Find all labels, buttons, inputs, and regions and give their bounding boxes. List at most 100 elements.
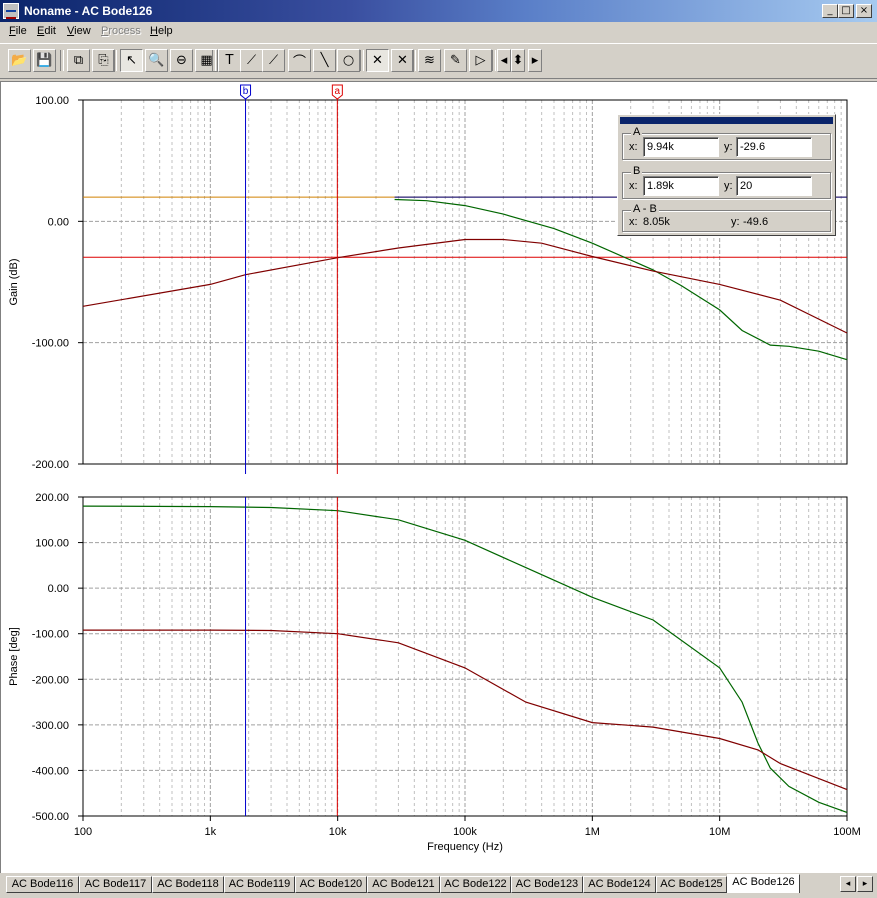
tab-ac-bode116[interactable]: AC Bode116 — [6, 876, 79, 893]
y-tick-label: -100.00 — [32, 338, 69, 350]
zoom-100-icon[interactable]: ⊖ — [170, 49, 193, 72]
cursor-a-handle[interactable] — [331, 84, 343, 100]
curve-label-icon[interactable]: ⟋ — [240, 49, 263, 72]
x-tick-label: 10k — [329, 826, 347, 838]
move-updown-icon[interactable]: ⬍ — [511, 49, 525, 72]
menu-mnemonic: E — [37, 25, 45, 37]
cursor-b-y-field[interactable]: 20 — [736, 176, 812, 196]
cursor-a-icon[interactable]: ✕ — [366, 49, 389, 72]
cursor-b-icon[interactable]: ✕ — [391, 49, 414, 72]
cursor-b-y-label: y: — [724, 180, 733, 192]
x-tick-label: 1M — [585, 826, 600, 838]
close-button[interactable]: × — [856, 4, 872, 18]
copy-icon[interactable]: ⧉ — [67, 49, 90, 72]
probe-icon[interactable]: ✎ — [444, 49, 467, 72]
save-disk-icon[interactable]: 💾 — [33, 49, 56, 72]
menu-edit[interactable]: Edit — [37, 25, 56, 37]
curve-edit-icon[interactable]: ⌒ — [288, 49, 311, 72]
cursor-diff-y-label: y: — [731, 216, 740, 228]
cursor-diff-title: A - B — [631, 203, 659, 215]
menu-view[interactable]: View — [67, 25, 91, 37]
tab-ac-bode120[interactable]: AC Bode120 — [295, 876, 367, 893]
cursor-b-x-field[interactable]: 1.89k — [643, 176, 719, 196]
cursor-b-title: B — [631, 165, 643, 177]
y-tick-label: 0.00 — [48, 216, 69, 228]
menu-mnemonic: F — [9, 25, 16, 37]
y-tick-label: 100.00 — [35, 538, 69, 550]
circle-tool-icon[interactable]: ○ — [337, 49, 360, 72]
cursor-b-group: B x: 1.89k y: 20 — [622, 165, 831, 199]
cursor-a-x-label: x: — [629, 141, 638, 153]
x-tick-label: 100k — [453, 826, 477, 838]
tab-ac-bode126[interactable]: AC Bode126 — [727, 874, 800, 893]
add-curve-icon[interactable]: ≋ — [418, 49, 441, 72]
line-tool-icon[interactable]: ╲ — [313, 49, 336, 72]
text-tool-icon[interactable]: T — [218, 49, 241, 72]
toolbar-separator — [412, 50, 416, 71]
y-tick-label: -100.00 — [32, 629, 69, 641]
menu-mnemonic: P — [101, 25, 109, 37]
y-tick-label: -200.00 — [32, 674, 69, 686]
tab-ac-bode123[interactable]: AC Bode123 — [511, 876, 583, 893]
tab-ac-bode124[interactable]: AC Bode124 — [583, 876, 656, 893]
y-tick-label: -200.00 — [32, 459, 69, 471]
grid-icon[interactable]: ▦ — [195, 49, 218, 72]
x-tick-label: 100 — [74, 826, 92, 838]
x-tick-label: 100M — [833, 826, 861, 838]
tab-scroll-left-button[interactable]: ◂ — [840, 876, 856, 892]
cursor-diff-group: A - B x: 8.05k y: -49.6 — [622, 203, 831, 232]
play-icon[interactable]: ▷ — [469, 49, 492, 72]
menu-help[interactable]: Help — [150, 25, 173, 37]
y-axis-label: Phase [deg] — [8, 627, 20, 686]
y-tick-label: -400.00 — [32, 765, 69, 777]
cursor-a-x-field[interactable]: 9.94k — [643, 137, 719, 157]
cursor-diff-x-label: x: — [629, 216, 638, 228]
toolbar-separator — [113, 50, 117, 71]
tab-ac-bode122[interactable]: AC Bode122 — [440, 876, 511, 893]
move-right-icon[interactable]: ▸ — [528, 49, 542, 72]
zoom-in-icon[interactable]: 🔍 — [145, 49, 168, 72]
tab-ac-bode121[interactable]: AC Bode121 — [367, 876, 440, 893]
maximize-button[interactable]: □ — [838, 4, 854, 18]
tab-ac-bode125[interactable]: AC Bode125 — [656, 876, 727, 893]
window-title: Noname - AC Bode126 — [24, 4, 153, 18]
move-left-icon[interactable]: ◂ — [497, 49, 511, 72]
app-icon — [3, 3, 19, 19]
y-tick-label: -300.00 — [32, 720, 69, 732]
y-tick-label: 200.00 — [35, 492, 69, 504]
toolbar-separator — [60, 50, 64, 71]
cursor-values-panel[interactable]: A x: 9.94k y: -29.6 B x: 1.89k y: 20 A -… — [617, 114, 836, 236]
cursor-a-handle-label: a — [335, 86, 341, 97]
tab-bar: ◂ ▸ AC Bode116 AC Bode117 AC Bode118 AC Bod… — [0, 873, 877, 898]
curve-label2-icon[interactable]: ⟋ — [262, 49, 285, 72]
cursor-a-y-field[interactable]: -29.6 — [736, 137, 812, 157]
toolbar-separator — [212, 50, 216, 71]
tab-ac-bode118[interactable]: AC Bode118 — [152, 876, 224, 893]
x-tick-label: 1k — [205, 826, 217, 838]
select-arrow-icon[interactable]: ↖ — [120, 49, 143, 72]
series-line-2 — [83, 629, 848, 791]
menu-mnemonic: V — [67, 25, 75, 37]
x-tick-label: 10M — [709, 826, 730, 838]
toolbar-separator — [360, 50, 364, 71]
copy-special-icon[interactable]: ⎘ — [92, 49, 115, 72]
cursor-a-y-label: y: — [724, 141, 733, 153]
plot-frame — [82, 99, 848, 465]
cursor-b-handle[interactable] — [240, 84, 252, 100]
tab-scroll-right-button[interactable]: ▸ — [857, 876, 873, 892]
minimize-button[interactable]: _ — [822, 4, 838, 18]
y-tick-label: -500.00 — [32, 811, 69, 823]
open-folder-icon[interactable]: 📂 — [8, 49, 31, 72]
title-bar: Noname - AC Bode126 _ □ × — [0, 0, 877, 22]
menu-bar: File Edit View Process Help — [0, 22, 877, 42]
cursor-a-title: A — [631, 126, 643, 138]
series-line-1 — [394, 198, 848, 361]
menu-process[interactable]: Process — [101, 25, 141, 37]
panel-titlebar[interactable] — [620, 117, 833, 124]
toolbar: 📂 💾 ⧉ ⎘ ↖ 🔍 ⊖ ▦ T ⟋ ⟋ ⌒ ╲ ○ ✕ ✕ ≋ ✎ ▷ ◂ ⬍ ▸ — [0, 43, 877, 79]
menu-file[interactable]: File — [9, 25, 27, 37]
cursor-b-handle-label: b — [243, 86, 249, 97]
tab-ac-bode117[interactable]: AC Bode117 — [79, 876, 152, 893]
tab-ac-bode119[interactable]: AC Bode119 — [224, 876, 295, 893]
y-tick-label: 100.00 — [35, 95, 69, 107]
